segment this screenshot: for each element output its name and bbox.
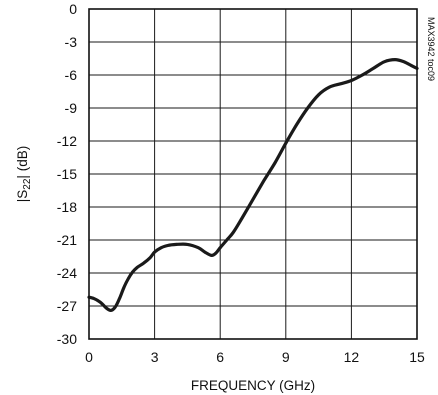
y-tick-label: -3: [65, 34, 78, 50]
x-tick-label: 3: [151, 349, 159, 365]
y-tick-label: -30: [57, 331, 77, 347]
data-series: [87, 58, 419, 313]
y-tick-label: -21: [57, 232, 77, 248]
x-tick-label: 15: [409, 349, 425, 365]
plot-frame: [88, 8, 418, 340]
x-tick-label: 6: [216, 349, 224, 365]
y-axis-title-prefix: |S: [15, 190, 30, 203]
figure-code-note: MAX3942 toc09: [426, 17, 436, 81]
y-tick-label: -15: [57, 166, 77, 182]
x-tick-label: 12: [344, 349, 360, 365]
y-tick-label: -18: [57, 199, 77, 215]
y-tick-label: -27: [57, 298, 77, 314]
s22-curve: [87, 58, 419, 313]
y-tick-label: -9: [65, 100, 78, 116]
x-tick-label: 9: [282, 349, 290, 365]
tick-labels: 0 3 6 9 12 15 0 -3 -6 -9 -12 -15 -18 -21 -24 -27 -30: [57, 1, 425, 365]
y-tick-label: -12: [57, 133, 77, 149]
x-tick-label: 0: [85, 349, 93, 365]
y-axis-title-suffix: | (dB): [15, 146, 30, 179]
x-axis-title: FREQUENCY (GHz): [191, 378, 315, 393]
grid-lines: [89, 9, 417, 339]
y-tick-label: 0: [69, 1, 77, 17]
y-tick-label: -24: [57, 265, 77, 281]
y-tick-label: -6: [65, 67, 78, 83]
y-axis-title-subscript: 22: [22, 178, 33, 190]
y-axis-title: |S22| (dB): [15, 146, 33, 202]
